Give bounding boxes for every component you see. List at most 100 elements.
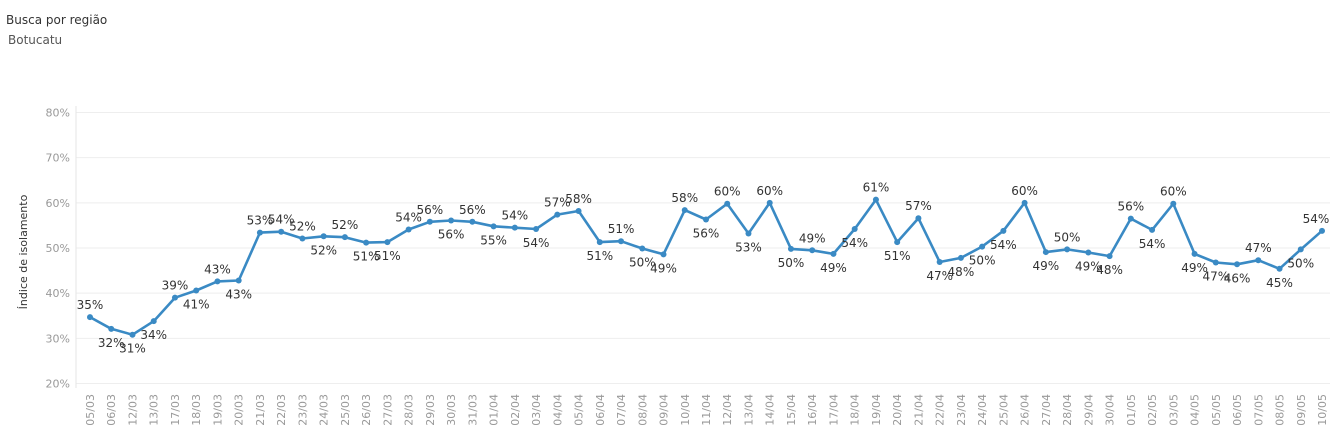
y-tick-label: 40% — [46, 287, 70, 300]
data-point — [979, 243, 986, 250]
data-point — [469, 218, 476, 225]
data-point — [384, 239, 391, 246]
data-label: 39% — [162, 279, 189, 293]
data-label: 46% — [1224, 271, 1251, 285]
x-tick-label: 14/04 — [764, 394, 777, 426]
data-label: 60% — [1160, 185, 1187, 199]
data-point — [1085, 249, 1092, 256]
data-label: 61% — [863, 181, 890, 195]
data-point — [405, 226, 412, 233]
y-tick-label: 20% — [46, 377, 70, 390]
x-tick-label: 04/04 — [551, 394, 564, 426]
data-point — [1319, 227, 1325, 234]
x-tick-label: 23/04 — [955, 394, 968, 426]
x-tick-label: 28/03 — [403, 394, 416, 426]
data-label: 51% — [374, 249, 401, 263]
data-point — [1297, 246, 1304, 253]
data-label: 60% — [756, 184, 783, 198]
data-point — [809, 247, 816, 254]
x-tick-label: 02/04 — [509, 394, 522, 426]
data-label: 31% — [119, 342, 146, 356]
data-label: 54% — [523, 236, 550, 250]
data-point — [936, 259, 943, 265]
data-label: 56% — [417, 203, 444, 217]
x-tick-label: 23/03 — [296, 394, 309, 426]
data-point — [1170, 200, 1177, 207]
data-point — [171, 294, 178, 301]
y-tick-label: 50% — [46, 242, 70, 255]
data-label: 54% — [1139, 237, 1166, 251]
x-tick-label: 17/03 — [169, 394, 182, 426]
y-tick-label: 80% — [46, 107, 70, 120]
data-label: 47% — [926, 269, 953, 283]
data-point — [1042, 249, 1049, 256]
x-tick-label: 06/04 — [594, 394, 607, 426]
data-point — [660, 251, 667, 258]
x-tick-label: 22/04 — [934, 394, 947, 426]
data-point — [1021, 199, 1028, 206]
x-tick-label: 12/04 — [721, 394, 734, 426]
data-label: 48% — [948, 265, 975, 279]
data-point — [299, 235, 306, 242]
data-point — [278, 228, 285, 235]
data-point — [851, 226, 858, 233]
y-tick-label: 60% — [46, 197, 70, 210]
x-tick-label: 04/05 — [1189, 394, 1202, 426]
x-tick-label: 25/03 — [339, 394, 352, 426]
page-title: Busca por região — [6, 13, 108, 27]
data-label: 34% — [140, 328, 167, 342]
data-label: 57% — [544, 196, 571, 210]
x-tick-label: 17/04 — [827, 394, 840, 426]
data-point — [256, 229, 263, 236]
page-subtitle: Botucatu — [8, 33, 63, 47]
data-point — [1276, 265, 1283, 272]
x-tick-label: 27/04 — [1040, 394, 1053, 426]
data-point — [554, 211, 561, 218]
data-label: 35% — [77, 298, 104, 312]
data-point — [363, 239, 370, 246]
data-label: 41% — [183, 297, 210, 311]
data-label: 45% — [1266, 276, 1293, 290]
x-tick-label: 22/03 — [275, 394, 288, 426]
data-point — [214, 278, 221, 285]
x-tick-label: 19/03 — [211, 394, 224, 426]
data-label: 54% — [395, 210, 422, 224]
x-tick-label: 06/05 — [1231, 394, 1244, 426]
x-tick-label: 18/03 — [190, 394, 203, 426]
data-point — [872, 196, 879, 203]
x-tick-label: 05/04 — [573, 394, 586, 426]
data-point — [1127, 215, 1134, 222]
x-tick-label: 11/04 — [700, 394, 713, 426]
data-label: 50% — [778, 256, 805, 270]
x-tick-label: 12/03 — [126, 394, 139, 426]
data-label: 47% — [1245, 241, 1272, 255]
x-tick-label: 10/05 — [1316, 394, 1329, 426]
x-tick-label: 01/04 — [488, 394, 501, 426]
data-label: 58% — [671, 191, 698, 205]
x-tick-label: 30/03 — [445, 394, 458, 426]
data-point — [1191, 250, 1198, 257]
data-point — [448, 217, 455, 224]
x-tick-label: 26/04 — [1019, 394, 1032, 426]
x-tick-label: 09/05 — [1295, 394, 1308, 426]
x-tick-label: 06/03 — [105, 394, 118, 426]
data-label: 56% — [693, 227, 720, 241]
data-label: 43% — [204, 262, 231, 276]
data-point — [426, 218, 433, 225]
data-label: 56% — [459, 203, 486, 217]
data-label: 54% — [268, 213, 295, 227]
x-tick-label: 08/04 — [636, 394, 649, 426]
x-tick-label: 28/04 — [1061, 394, 1074, 426]
x-tick-label: 29/03 — [424, 394, 437, 426]
data-point — [193, 287, 200, 294]
data-label: 57% — [905, 199, 932, 213]
data-point — [618, 238, 625, 245]
data-label: 49% — [820, 261, 847, 275]
data-point — [108, 325, 115, 332]
y-axis-title: Índice de isolamento — [17, 194, 30, 309]
x-tick-label: 29/04 — [1082, 394, 1095, 426]
data-label: 51% — [586, 249, 613, 263]
data-point — [703, 216, 709, 223]
data-point — [1234, 261, 1241, 268]
data-point — [681, 207, 688, 214]
